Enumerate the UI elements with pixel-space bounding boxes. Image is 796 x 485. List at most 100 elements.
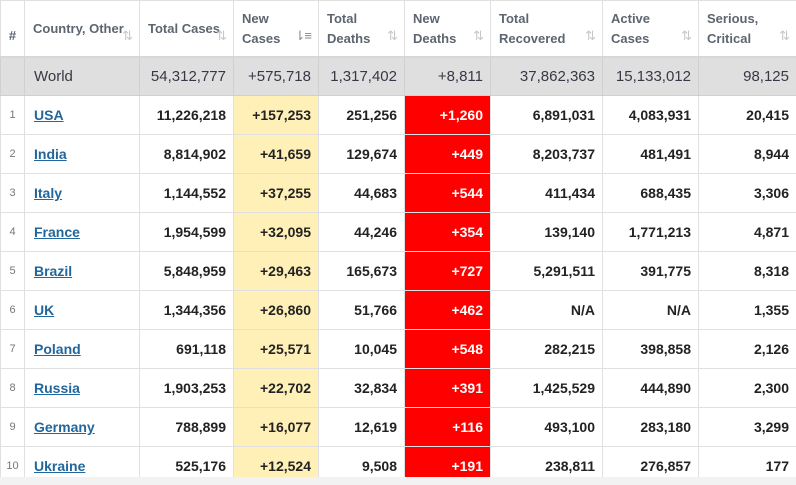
column-header-active-cases[interactable]: Active Cases ⇅ [602,0,699,58]
table-row: 8 Russia 1,903,253 +22,702 32,834 +391 1,425,5… [0,368,796,408]
column-header-idx: # [0,0,25,58]
total-cases-cell: 691,118 [139,329,234,369]
world-country-cell: World [24,56,140,96]
world-total-deaths-cell: 1,317,402 [318,56,405,96]
column-header-total-cases[interactable]: Total Cases ⇅ [139,0,234,58]
sort-descending-icon[interactable]: ⇂≡ [294,27,313,43]
new-deaths-cell: +1,260 [404,95,491,135]
world-total-recovered-cell: 37,862,363 [490,56,603,96]
column-header-new-cases[interactable]: New Cases ⇂≡ [233,0,319,58]
new-deaths-cell: +116 [404,407,491,447]
column-header-serious-critical[interactable]: Serious, Critical ⇅ [698,0,796,58]
country-cell: Italy [24,173,140,213]
column-header-label: Country, Other [33,21,124,37]
country-link[interactable]: Russia [34,380,80,396]
country-link[interactable]: Poland [34,341,81,357]
active-cases-cell: 4,083,931 [602,95,699,135]
active-cases-cell: 283,180 [602,407,699,447]
column-header-total-deaths[interactable]: Total Deaths ⇅ [318,0,405,58]
column-header-total-recovered[interactable]: Total Recovered ⇅ [490,0,603,58]
country-link[interactable]: Ukraine [34,458,86,474]
column-header-label: Active Cases [611,11,651,47]
active-cases-cell: 1,771,213 [602,212,699,252]
country-cell: Brazil [24,251,140,291]
country-cell: Poland [24,329,140,369]
total-deaths-cell: 44,246 [318,212,405,252]
total-recovered-cell: 6,891,031 [490,95,603,135]
column-header-label: Serious, Critical [707,11,759,47]
total-deaths-cell: 129,674 [318,134,405,174]
sort-icon[interactable]: ⇅ [681,27,692,43]
total-cases-cell: 11,226,218 [139,95,234,135]
total-deaths-cell: 44,683 [318,173,405,213]
row-index-cell: 8 [0,368,25,408]
total-recovered-cell: 8,203,737 [490,134,603,174]
sort-icon[interactable]: ⇅ [122,27,133,43]
world-serious-critical-cell: 98,125 [698,56,796,96]
row-index-cell: 2 [0,134,25,174]
serious-critical-cell: 20,415 [698,95,796,135]
row-index-cell: 5 [0,251,25,291]
country-link[interactable]: Germany [34,419,95,435]
row-index-cell: 6 [0,290,25,330]
country-cell: UK [24,290,140,330]
country-cell: France [24,212,140,252]
column-header-label: New Deaths [413,11,457,47]
new-cases-cell: +41,659 [233,134,319,174]
header-row: # Country, Other ⇅ Total Cases ⇅ New Cases ⇂≡ T… [0,0,796,58]
serious-critical-cell: 3,299 [698,407,796,447]
active-cases-cell: 481,491 [602,134,699,174]
total-cases-cell: 788,899 [139,407,234,447]
table-row: 5 Brazil 5,848,959 +29,463 165,673 +727 5,291,… [0,251,796,291]
row-index-cell: 9 [0,407,25,447]
horizontal-scrollbar[interactable] [0,477,796,485]
country-link[interactable]: UK [34,302,55,318]
total-deaths-cell: 10,045 [318,329,405,369]
new-deaths-cell: +727 [404,251,491,291]
column-header-country[interactable]: Country, Other ⇅ [24,0,140,58]
country-link[interactable]: Italy [34,185,63,201]
total-recovered-cell: N/A [490,290,603,330]
country-cell: Russia [24,368,140,408]
serious-critical-cell: 3,306 [698,173,796,213]
table-row: 9 Germany 788,899 +16,077 12,619 +116 493,100 2… [0,407,796,447]
new-deaths-cell: +449 [404,134,491,174]
active-cases-cell: N/A [602,290,699,330]
column-header-label: Total Cases [148,21,221,37]
sort-icon[interactable]: ⇅ [387,27,398,43]
world-active-cases-cell: 15,133,012 [602,56,699,96]
table-row: 7 Poland 691,118 +25,571 10,045 +548 282,215 39… [0,329,796,369]
new-cases-cell: +32,095 [233,212,319,252]
table-row: 4 France 1,954,599 +32,095 44,246 +354 139,140… [0,212,796,252]
country-link[interactable]: Brazil [34,263,73,279]
active-cases-cell: 688,435 [602,173,699,213]
column-header-label: # [8,27,17,43]
total-recovered-cell: 493,100 [490,407,603,447]
new-cases-cell: +26,860 [233,290,319,330]
total-cases-cell: 1,954,599 [139,212,234,252]
sort-icon[interactable]: ⇅ [585,27,596,43]
table-row: 3 Italy 1,144,552 +37,255 44,683 +544 411,434 6… [0,173,796,213]
world-new-deaths-cell: +8,811 [404,56,491,96]
table-body: World 54,312,777 +575,718 1,317,402 +8,8… [0,56,796,485]
active-cases-cell: 398,858 [602,329,699,369]
new-cases-cell: +25,571 [233,329,319,369]
column-header-label: New Cases [242,11,281,47]
sort-icon[interactable]: ⇅ [473,27,484,43]
total-cases-cell: 8,814,902 [139,134,234,174]
country-link[interactable]: France [34,224,80,240]
column-header-new-deaths[interactable]: New Deaths ⇅ [404,0,491,58]
new-deaths-cell: +544 [404,173,491,213]
total-recovered-cell: 139,140 [490,212,603,252]
country-link[interactable]: India [34,146,67,162]
country-link[interactable]: USA [34,107,64,123]
serious-critical-cell: 1,355 [698,290,796,330]
total-cases-cell: 1,903,253 [139,368,234,408]
serious-critical-cell: 4,871 [698,212,796,252]
world-total-cases-cell: 54,312,777 [139,56,234,96]
sort-icon[interactable]: ⇅ [779,27,790,43]
serious-critical-cell: 2,126 [698,329,796,369]
sort-icon[interactable]: ⇅ [216,27,227,43]
